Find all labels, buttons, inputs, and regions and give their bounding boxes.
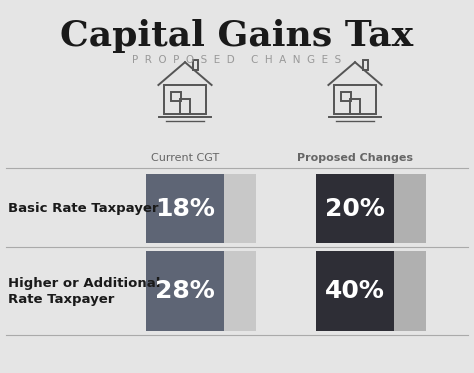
Text: Rate Taxpayer: Rate Taxpayer bbox=[8, 292, 114, 305]
FancyBboxPatch shape bbox=[146, 251, 224, 331]
FancyBboxPatch shape bbox=[316, 174, 394, 243]
Text: Basic Rate Taxpayer: Basic Rate Taxpayer bbox=[8, 202, 158, 215]
Text: P  R  O  P  O  S  E  D     C  H  A  N  G  E  S: P R O P O S E D C H A N G E S bbox=[132, 55, 342, 65]
FancyBboxPatch shape bbox=[146, 174, 224, 243]
Text: 18%: 18% bbox=[155, 197, 215, 220]
Text: 20%: 20% bbox=[325, 197, 385, 220]
FancyBboxPatch shape bbox=[316, 251, 426, 331]
Text: Current CGT: Current CGT bbox=[151, 153, 219, 163]
FancyBboxPatch shape bbox=[146, 251, 256, 331]
Text: 28%: 28% bbox=[155, 279, 215, 303]
Text: Proposed Changes: Proposed Changes bbox=[297, 153, 413, 163]
FancyBboxPatch shape bbox=[316, 174, 426, 243]
Text: 40%: 40% bbox=[325, 279, 385, 303]
FancyBboxPatch shape bbox=[316, 251, 394, 331]
Text: Capital Gains Tax: Capital Gains Tax bbox=[61, 19, 413, 53]
FancyBboxPatch shape bbox=[146, 174, 256, 243]
Text: Higher or Additional: Higher or Additional bbox=[8, 276, 160, 289]
